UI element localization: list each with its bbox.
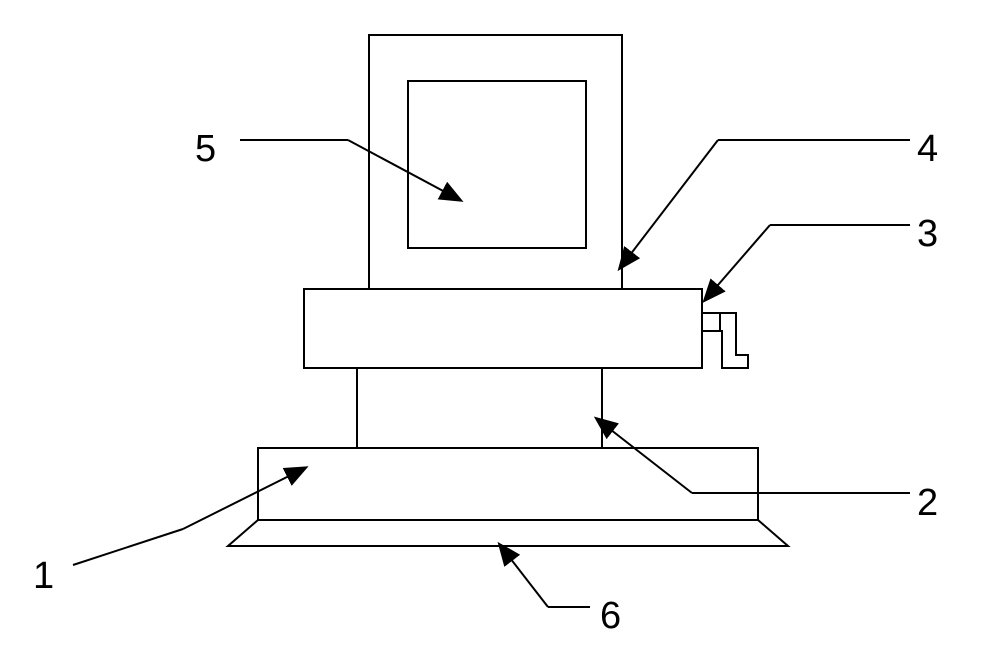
leader-3-arrow [705,225,770,300]
leader-1-segment [73,529,183,565]
technical-diagram: 1 2 3 4 5 6 [0,0,1000,644]
label-6: 6 [600,595,621,638]
foot-base [228,520,788,546]
crank-connector [702,313,720,331]
leader-6-arrow [500,545,548,607]
label-3: 3 [917,213,938,256]
leader-4-arrow [620,140,718,268]
label-1: 1 [33,555,54,598]
label-2: 2 [917,482,938,525]
middle-block [304,289,702,368]
crank-handle [720,313,748,368]
base-block [258,448,758,520]
inner-window [408,81,586,248]
label-5: 5 [195,128,216,171]
label-4: 4 [917,128,938,171]
diagram-svg [0,0,1000,644]
neck-block [357,368,602,448]
